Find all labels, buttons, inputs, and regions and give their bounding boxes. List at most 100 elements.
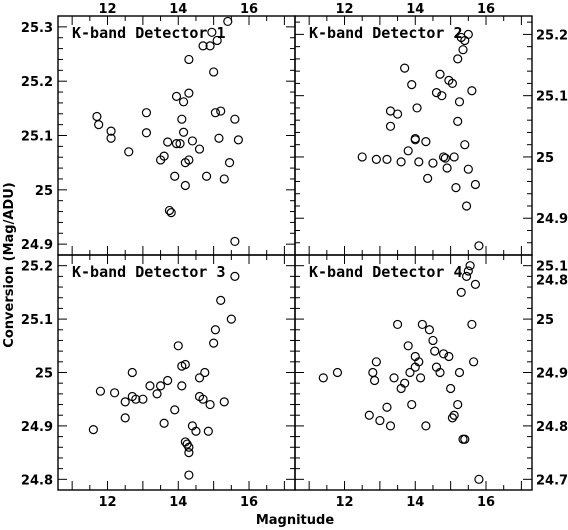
data-point — [461, 201, 472, 211]
data-point — [106, 126, 116, 136]
data-point — [357, 152, 367, 162]
data-point — [214, 133, 224, 143]
y-tick-label: 24.8 — [536, 274, 568, 289]
data-point — [396, 157, 406, 167]
x-tick-label: 16 — [477, 495, 495, 510]
y-tick-label: 25.2 — [21, 260, 53, 275]
data-point — [216, 295, 226, 305]
data-point — [453, 116, 463, 127]
y-axis-label: Conversion (Mag/ADU) — [2, 182, 17, 347]
y-tick-label: 25.2 — [21, 75, 53, 90]
data-point — [170, 405, 180, 415]
data-point — [194, 144, 205, 154]
data-point — [369, 375, 380, 386]
data-point — [385, 421, 396, 431]
data-point — [159, 151, 169, 161]
y-tick-label: 24.9 — [536, 367, 568, 382]
data-point — [332, 367, 343, 378]
data-point — [368, 367, 378, 378]
x-tick-label: 12 — [98, 495, 116, 510]
x-tick-label: 14 — [406, 2, 424, 17]
data-point — [180, 359, 190, 370]
x-tick-label: 16 — [477, 2, 495, 17]
data-point — [184, 448, 194, 458]
data-point — [170, 171, 180, 181]
data-point — [200, 367, 210, 378]
data-point — [177, 114, 187, 124]
data-point — [187, 136, 198, 146]
panel-frame — [57, 15, 296, 256]
data-point — [382, 402, 392, 412]
data-point — [458, 45, 468, 55]
panel-frame — [57, 254, 296, 491]
data-point — [428, 335, 438, 346]
data-point — [385, 121, 396, 131]
data-point — [440, 153, 450, 163]
data-point — [230, 236, 240, 247]
data-point — [438, 152, 449, 162]
data-point — [163, 375, 173, 386]
x-tick-label: 16 — [240, 495, 258, 510]
x-tick-label: 12 — [335, 495, 353, 510]
data-point — [451, 182, 461, 193]
data-point — [178, 127, 189, 137]
data-point — [171, 139, 182, 149]
data-point — [216, 106, 226, 116]
data-point — [94, 120, 104, 130]
data-point — [109, 388, 120, 398]
y-tick-label: 25 — [35, 367, 53, 382]
y-tick-label: 24.8 — [536, 420, 568, 435]
data-point — [88, 425, 98, 435]
data-point — [371, 154, 381, 164]
data-point — [400, 378, 410, 388]
x-tick-label: 16 — [240, 2, 258, 17]
data-point — [210, 325, 221, 335]
data-point — [412, 103, 422, 113]
data-point — [453, 399, 463, 410]
data-point — [392, 109, 403, 119]
data-point — [469, 357, 479, 367]
data-point — [159, 418, 169, 428]
data-point — [152, 389, 162, 399]
data-point — [205, 41, 215, 51]
data-point — [184, 442, 194, 452]
data-point — [164, 205, 175, 216]
data-point — [456, 287, 466, 297]
x-tick-label: 14 — [169, 495, 187, 510]
data-point — [431, 88, 442, 98]
panel-title: K-band Detector 2 — [309, 24, 463, 42]
data-point — [449, 152, 459, 162]
panel-title: K-band Detector 3 — [72, 263, 226, 281]
y-tick-label: 25.1 — [21, 130, 53, 145]
data-point — [163, 137, 173, 147]
y-tick-label: 24.9 — [536, 212, 568, 227]
data-point — [180, 180, 190, 191]
data-point — [201, 171, 212, 181]
data-point — [364, 410, 374, 420]
data-point — [184, 470, 194, 480]
data-point — [454, 367, 465, 378]
data-point — [131, 394, 141, 404]
data-point — [403, 146, 413, 156]
data-point — [233, 135, 244, 145]
data-point — [175, 139, 185, 149]
y-tick-label: 24.9 — [21, 420, 53, 435]
data-point — [423, 173, 433, 183]
data-point — [403, 341, 413, 351]
data-point — [127, 367, 137, 378]
y-tick-label: 25.1 — [536, 260, 568, 275]
data-point — [226, 314, 236, 324]
data-point — [184, 88, 194, 98]
data-point — [223, 16, 233, 27]
data-point — [124, 147, 134, 157]
data-point — [106, 133, 116, 143]
data-point — [230, 114, 240, 124]
data-point — [212, 35, 222, 46]
data-point — [95, 386, 106, 396]
data-point — [461, 271, 472, 281]
y-tick-label: 25.1 — [536, 90, 568, 105]
data-point — [318, 373, 328, 383]
data-point — [421, 137, 431, 147]
x-tick-label: 12 — [335, 2, 353, 17]
